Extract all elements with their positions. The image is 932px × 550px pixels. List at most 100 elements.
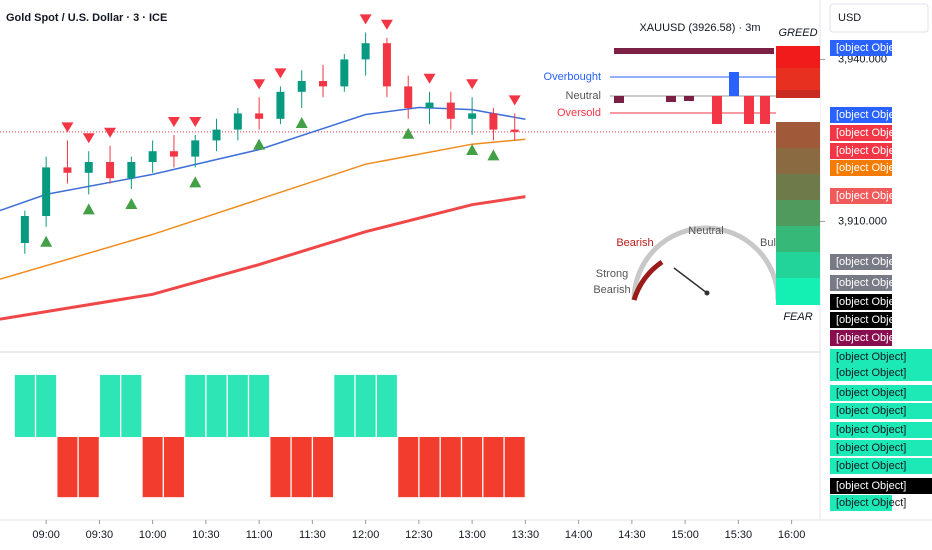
- price-tag: [object Object]: [830, 107, 906, 123]
- gauge-strong: Strong: [596, 268, 628, 280]
- gauge-strong-bearish: Bearish: [593, 284, 630, 296]
- price-tag: [object Object]: [830, 40, 906, 56]
- price-tag-bg: [830, 188, 892, 204]
- buy-signal: [402, 127, 415, 139]
- plot: 3,940.000 3,910.000 09:00 09:30 10:00 10:30 11…: [0, 14, 887, 541]
- sell-signal: [104, 127, 117, 138]
- price-tag-bg: [830, 275, 892, 291]
- sell-signal: [274, 68, 287, 79]
- price-tag-bg: [830, 330, 892, 346]
- price-tag-label: [object Object]: [836, 145, 906, 157]
- price-tag-bg: [830, 294, 892, 310]
- table-header-bar: [614, 48, 774, 54]
- price-tag-label: [object Object]: [836, 332, 906, 344]
- y-tick-label: 3,940.000: [838, 53, 887, 65]
- price-tag: [object Object]: [830, 349, 932, 365]
- x-tick-label: 16:00: [778, 529, 806, 541]
- table-cell: [614, 96, 624, 103]
- histogram-bar: [419, 437, 440, 498]
- price-tag: [object Object]: [830, 330, 906, 346]
- oversold-label: Oversold: [557, 107, 601, 119]
- gauge-neutral: Neutral: [688, 225, 723, 237]
- buy-signal: [189, 176, 202, 188]
- candle-body: [63, 167, 72, 173]
- histogram-bar: [440, 437, 461, 498]
- histogram-bar: [121, 374, 142, 438]
- x-tick-label: 10:00: [139, 529, 167, 541]
- x-tick-label: 09:30: [86, 529, 114, 541]
- sell-signal: [167, 117, 180, 127]
- histogram-bar: [376, 374, 397, 438]
- sell-signal: [359, 14, 372, 25]
- price-tag-bg: [830, 478, 932, 494]
- price-tag: [object Object]: [830, 312, 906, 328]
- candle-body: [20, 216, 29, 243]
- price-tag: [object Object]: [830, 478, 932, 494]
- price-tag: [object Object]: [830, 143, 906, 159]
- x-tick-label: 11:30: [299, 529, 326, 541]
- currency-box[interactable]: [829, 3, 929, 33]
- price-tag-bg: [830, 143, 892, 159]
- candle-body: [169, 151, 178, 157]
- table-cell: [760, 96, 770, 124]
- sentiment-bar: [776, 46, 820, 305]
- candle-body: [510, 129, 519, 132]
- histogram-bar: [398, 437, 419, 498]
- histogram-bar: [57, 437, 78, 498]
- candle-body: [382, 43, 391, 87]
- x-tick-label: 11:00: [246, 529, 273, 541]
- table-title: XAUUSD (3926.58) · 3m: [639, 22, 760, 34]
- moving-average: [0, 195, 526, 321]
- sell-signal: [82, 133, 95, 144]
- histogram-bar: [355, 374, 376, 438]
- candle-body: [212, 129, 221, 141]
- price-tag: [object Object]: [830, 422, 932, 438]
- x-tick-label: 13:00: [458, 529, 486, 541]
- symbol-title: Gold Spot / U.S. Dollar · 3 · ICE: [6, 12, 167, 24]
- price-tag-bg: [830, 160, 892, 176]
- histogram-bar: [14, 374, 35, 438]
- buy-signal: [253, 138, 266, 150]
- price-tag-bg: [830, 440, 932, 456]
- price-tag-label: [object Object]: [836, 296, 906, 308]
- fear-label: FEAR: [783, 311, 812, 323]
- histogram-bar: [504, 437, 525, 498]
- sell-signal: [189, 117, 202, 127]
- histogram-bar: [185, 374, 206, 438]
- moving-average: [0, 138, 526, 280]
- candle-body: [319, 81, 328, 87]
- price-tag-bg: [830, 403, 932, 419]
- x-tick-label: 09:00: [32, 529, 60, 541]
- x-tick-label: 10:30: [192, 529, 220, 541]
- buy-signal: [125, 198, 138, 209]
- histogram-bar: [249, 374, 270, 438]
- x-tick-label: 15:30: [725, 529, 753, 541]
- price-tag-label: [object Object]: [836, 109, 906, 121]
- histogram-bar: [291, 437, 312, 498]
- price-tag-label: [object Object]: [836, 256, 906, 268]
- table-cell: [666, 96, 676, 102]
- candle-body: [297, 81, 306, 92]
- x-tick-label: 12:30: [405, 529, 433, 541]
- candle-body: [276, 91, 285, 119]
- table-cell: [744, 96, 754, 124]
- price-tag-label: [object Object]: [836, 497, 906, 509]
- histogram-bar: [163, 437, 184, 498]
- buy-signal: [487, 149, 500, 161]
- currency[interactable]: USD: [838, 12, 861, 24]
- price-tag: [object Object]: [830, 294, 906, 310]
- histogram-bar: [483, 437, 504, 498]
- candle-body: [84, 162, 93, 173]
- price-tag-label: [object Object]: [836, 190, 906, 202]
- price-tag-label: [object Object]: [836, 387, 906, 399]
- price-tag-bg: [830, 107, 892, 123]
- price-tag-bg: [830, 254, 892, 270]
- sell-signal: [61, 122, 74, 133]
- buy-signal: [40, 235, 53, 247]
- price-tag-label: [object Object]: [836, 442, 906, 454]
- x-tick-label: 15:00: [671, 529, 699, 541]
- price-tag: [object Object]: [830, 495, 906, 511]
- table-cell: [729, 72, 739, 96]
- histogram-bar: [206, 374, 227, 438]
- price-tag: [object Object]: [830, 188, 906, 204]
